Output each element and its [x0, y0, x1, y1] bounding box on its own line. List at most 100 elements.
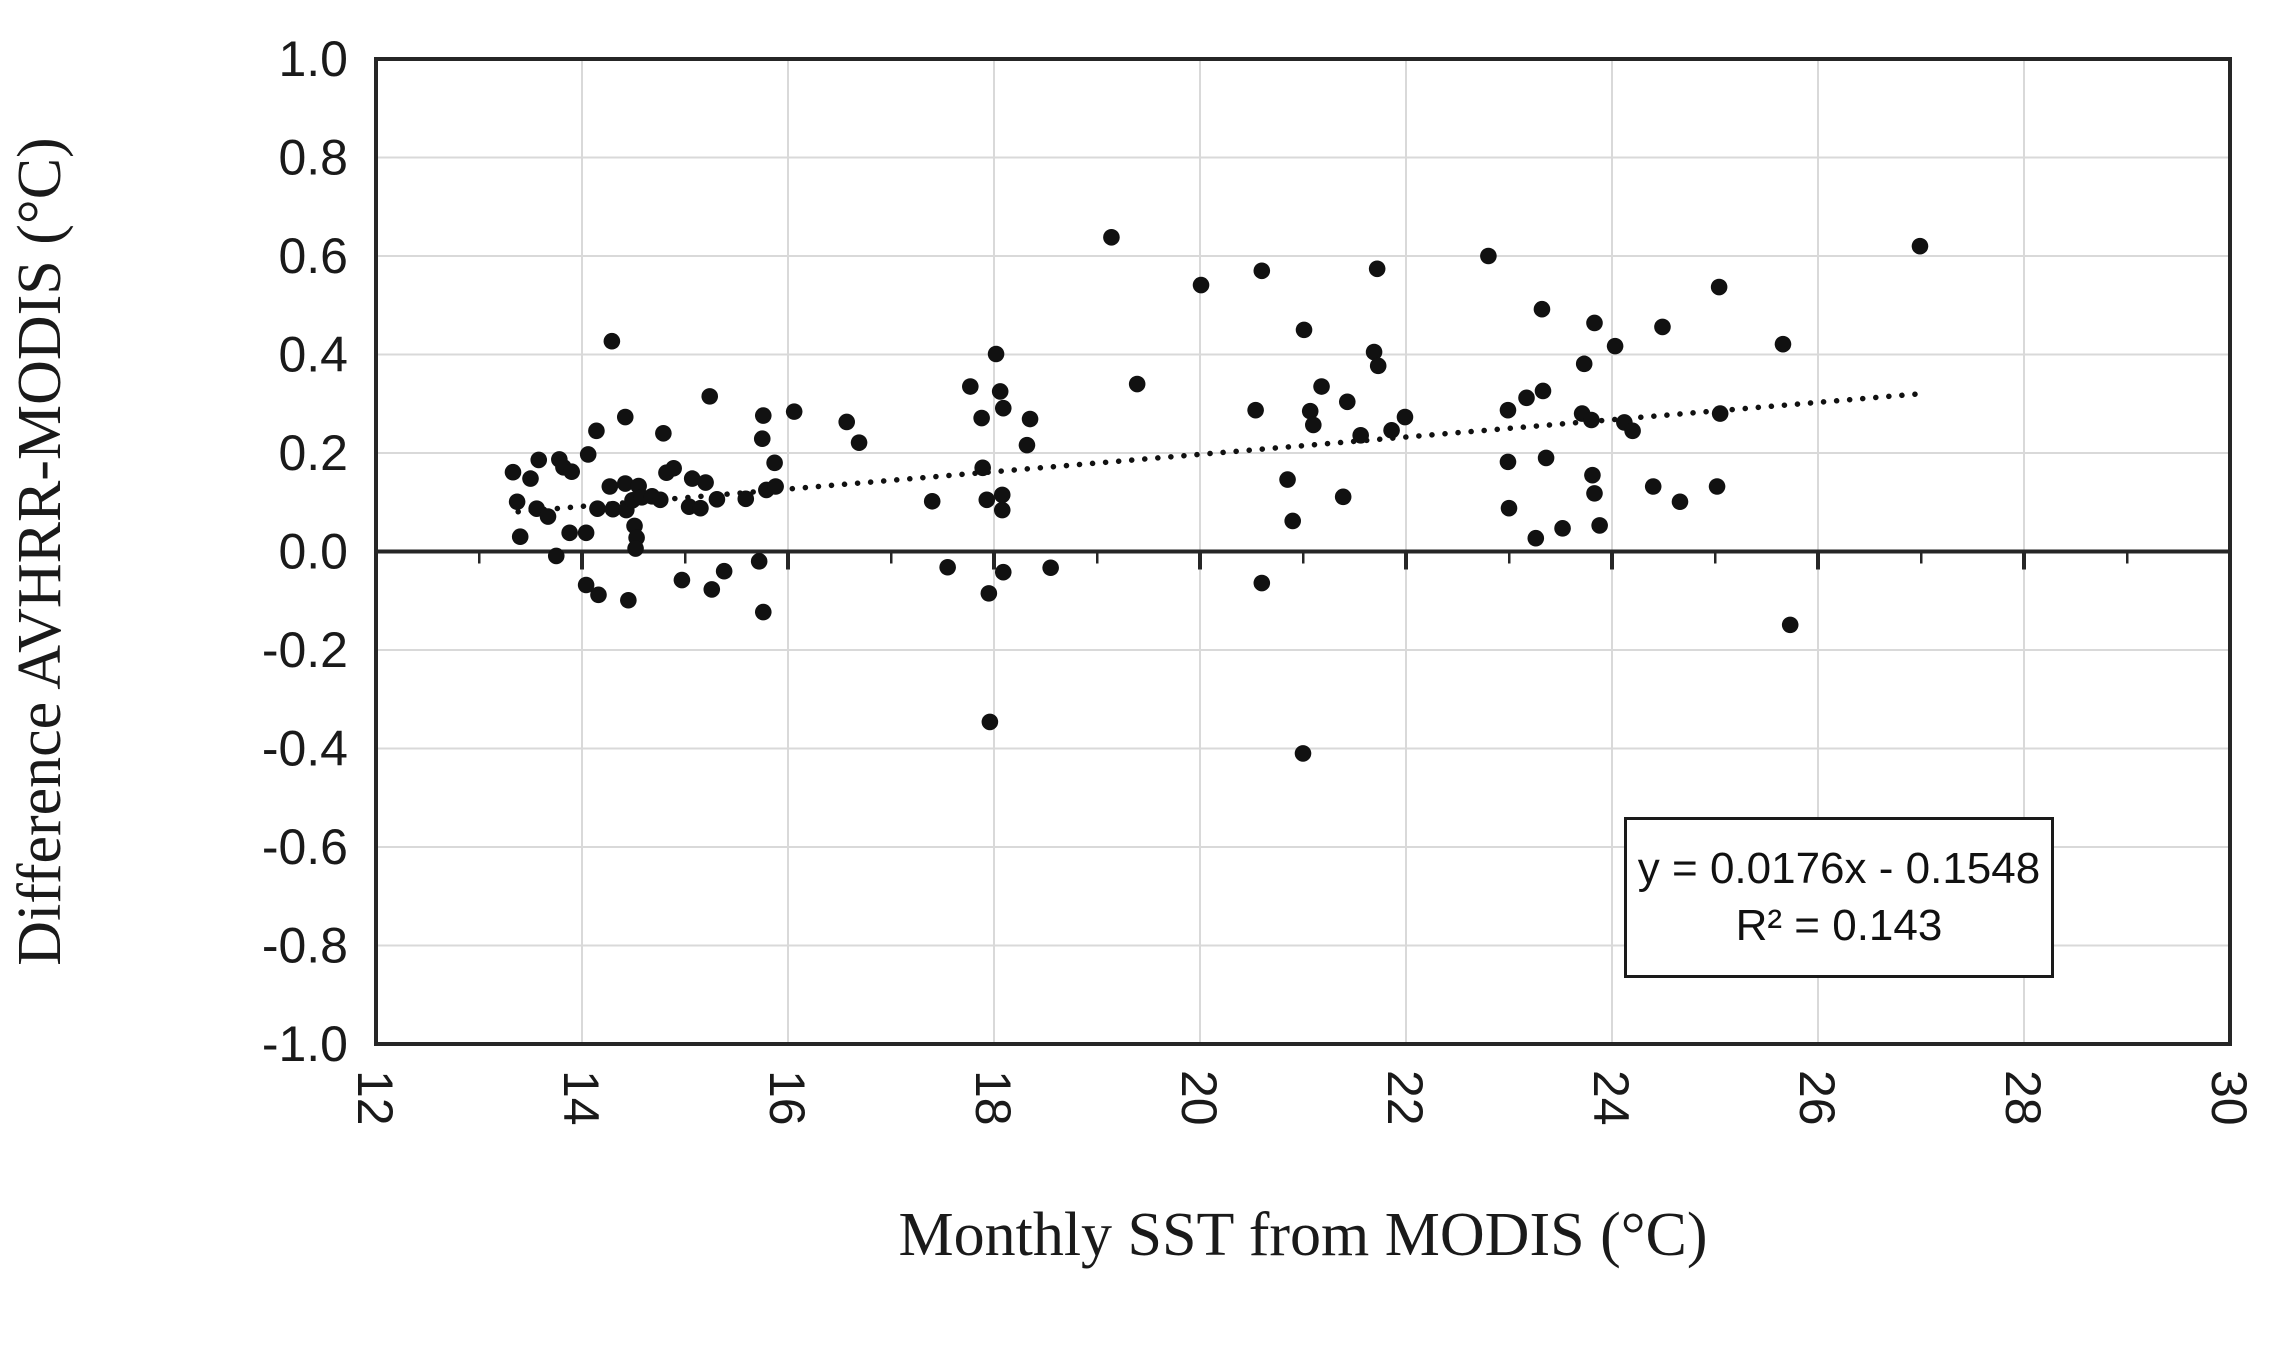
equation-box: y = 0.0176x - 0.1548 R² = 0.143 [1624, 817, 2054, 978]
data-point [1624, 422, 1641, 440]
data-point [1021, 410, 1039, 428]
data-point [850, 434, 868, 451]
trend-line [515, 391, 1919, 515]
data-point [616, 475, 634, 492]
data-point [1294, 745, 1312, 762]
data-point [1042, 559, 1059, 577]
y-tick-label: -1.0 [262, 1016, 348, 1072]
x-tick-label: 20 [1171, 1070, 1227, 1126]
data-point [616, 408, 634, 426]
data-point [1583, 411, 1600, 429]
data-point [579, 446, 597, 463]
data-point [1352, 426, 1369, 444]
data-point [1534, 382, 1552, 400]
data-point [1284, 512, 1301, 530]
data-point [539, 508, 557, 525]
x-tick-label: 26 [1789, 1070, 1845, 1126]
data-point [994, 399, 1012, 417]
data-point [1708, 478, 1726, 495]
data-point [1338, 393, 1356, 411]
y-tick-label: 0.6 [278, 228, 348, 284]
data-point [1527, 529, 1545, 547]
r-squared-text: R² = 0.143 [1735, 900, 1943, 950]
data-point [978, 491, 996, 509]
data-point [1654, 318, 1671, 336]
data-point [715, 562, 733, 580]
y-tick-label: 0.2 [278, 425, 348, 481]
data-point [1383, 422, 1400, 439]
data-point [1671, 493, 1689, 511]
data-point [590, 586, 607, 604]
data-point [577, 576, 595, 594]
data-point [655, 425, 672, 442]
data-point [753, 430, 771, 448]
data-point [1499, 401, 1517, 419]
data-point [589, 500, 606, 517]
data-point [1396, 408, 1414, 426]
x-tick-label: 28 [1995, 1070, 2051, 1126]
data-point [651, 491, 669, 509]
data-point [522, 470, 539, 487]
data-point [1334, 488, 1352, 506]
data-point [1295, 321, 1313, 339]
data-point [1253, 574, 1271, 592]
data-point [1369, 357, 1387, 375]
data-point [530, 451, 548, 469]
data-point [1537, 449, 1555, 467]
x-tick-label: 14 [553, 1070, 609, 1126]
equation-text: y = 0.0176x - 0.1548 [1637, 844, 2041, 894]
data-point [1247, 401, 1264, 419]
data-point [980, 585, 998, 602]
data-point [838, 413, 856, 431]
data-point [1192, 276, 1210, 294]
data-point [1305, 416, 1322, 434]
data-point [1644, 478, 1662, 495]
data-point [1103, 228, 1120, 246]
y-tick-label: -0.4 [262, 721, 348, 777]
data-point [627, 540, 644, 557]
x-tick-label: 30 [2201, 1070, 2257, 1126]
y-tick-label: 1.0 [278, 31, 348, 87]
x-axis-title: Monthly SST from MODIS (°C) [898, 1201, 1707, 1269]
data-point [708, 490, 726, 508]
y-tick-label: 0.8 [278, 130, 348, 186]
data-point [1606, 337, 1624, 355]
x-tick-label: 24 [1583, 1070, 1639, 1126]
data-point [1911, 237, 1929, 255]
data-point [1253, 262, 1271, 280]
data-point [987, 345, 1005, 363]
data-point [697, 474, 714, 491]
data-point [577, 524, 595, 542]
data-point [766, 454, 783, 472]
data-point [1711, 405, 1729, 422]
data-point [973, 409, 990, 427]
data-point [737, 490, 755, 508]
data-point [547, 547, 565, 565]
data-point [1368, 260, 1386, 278]
data-point [962, 378, 979, 395]
data-point [981, 713, 999, 731]
data-point [993, 501, 1011, 519]
data-point [767, 478, 784, 495]
data-point [504, 463, 522, 481]
data-point [993, 486, 1011, 504]
x-tick-label: 22 [1377, 1070, 1433, 1126]
y-tick-label: 0.0 [278, 524, 348, 580]
data-point [1018, 436, 1036, 454]
data-point [1781, 616, 1799, 634]
data-point [561, 524, 578, 542]
data-point [754, 603, 772, 621]
data-point [508, 493, 526, 511]
data-point [1279, 471, 1296, 488]
data-point [1575, 355, 1593, 373]
data-point [1584, 466, 1601, 484]
y-tick-label: -0.6 [262, 819, 348, 875]
data-point [620, 591, 637, 609]
data-point [1301, 402, 1319, 420]
data-point [1365, 343, 1383, 361]
data-point [1586, 314, 1603, 332]
data-point [673, 571, 691, 589]
data-point [1500, 499, 1518, 517]
